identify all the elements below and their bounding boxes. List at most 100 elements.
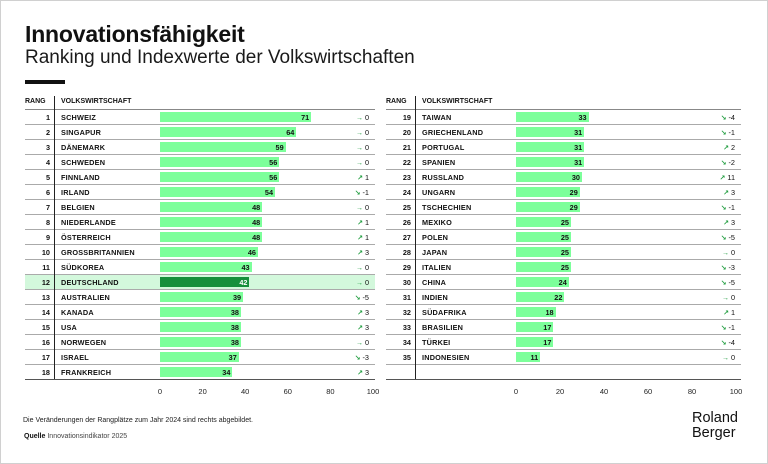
x-tick-label: 100 [729, 387, 743, 396]
rank-change: ↘ -1 [355, 188, 369, 197]
data-label: 17 [543, 338, 552, 347]
x-tick-label: 60 [283, 387, 292, 396]
rank-change: ↗ 3 [357, 323, 369, 332]
rank-cell: 11 [42, 263, 50, 272]
data-label: 11 [530, 353, 539, 362]
country-cell: GRIECHENLAND [422, 128, 484, 137]
arrow-up-right-icon: ↗ [723, 310, 729, 317]
data-label: 42 [239, 278, 248, 287]
bar [160, 262, 252, 272]
bar [160, 337, 241, 347]
x-tick-label: 100 [366, 387, 380, 396]
data-label: 25 [560, 263, 569, 272]
rank-change: ↗ 2 [723, 143, 735, 152]
country-cell: FRANKREICH [61, 368, 112, 377]
bar [160, 277, 250, 287]
rank-change-value: -5 [728, 233, 736, 242]
table-row: 27 POLEN 25 ↘ -5 [386, 230, 741, 245]
bar [160, 157, 280, 167]
rank-change: ↘ -1 [721, 203, 735, 212]
rank-change: ↗ 3 [357, 308, 369, 317]
x-tick-label: 80 [687, 387, 697, 396]
rank-change: → 0 [356, 278, 369, 287]
arrow-right-icon: → [355, 340, 363, 347]
data-label: 17 [543, 323, 552, 332]
source-line: Quelle Innovationsindikator 2025 [24, 433, 127, 440]
ranking-table-right: RANG VOLKSWIRTSCHAFT 19 TAIWAN 33 ↘ -4 20 GRIE… [386, 96, 742, 396]
rank-change-value: 0 [730, 293, 735, 302]
data-label: 39 [232, 293, 242, 302]
rank-change-value: 3 [364, 368, 369, 377]
arrow-up-right-icon: ↗ [357, 220, 363, 227]
rank-change: ↘ -5 [721, 233, 735, 242]
arrow-right-icon: → [355, 160, 363, 167]
country-cell: SÜDKOREA [61, 263, 105, 272]
rank-cell: 16 [41, 338, 50, 347]
table-row: 10 GROSSBRITANNIEN 46 ↗ 3 [25, 245, 375, 260]
rank-cell: 5 [45, 173, 50, 182]
data-label: 18 [545, 308, 554, 317]
logo-line-1: Roland [692, 410, 738, 426]
arrow-right-icon: → [355, 205, 363, 212]
country-cell: NIEDERLANDE [61, 218, 116, 227]
data-label: 31 [574, 143, 583, 152]
rank-cell: 35 [402, 353, 411, 362]
rank-cell: 4 [45, 158, 50, 167]
rank-change-value: 1 [364, 233, 369, 242]
rank-change-value: 0 [364, 263, 369, 272]
bar [516, 352, 541, 362]
rank-change-value: -4 [728, 113, 736, 122]
table-row: 12 DEUTSCHLAND 42 → 0 [25, 275, 375, 290]
country-cell: KANADA [61, 308, 94, 317]
rank-change: ↘ -2 [721, 158, 735, 167]
table-row: 17 ISRAEL 37 ↘ -3 [25, 350, 375, 365]
arrow-down-right-icon: ↘ [720, 205, 727, 212]
rank-change-value: 0 [730, 353, 735, 362]
rank-change: → 0 [356, 338, 369, 347]
country-cell: GROSSBRITANNIEN [61, 248, 135, 257]
rank-change: ↗ 3 [723, 218, 735, 227]
x-tick-label: 20 [198, 387, 207, 396]
rank-change: ↗ 1 [357, 233, 369, 242]
table-rows: 19 TAIWAN 33 ↘ -4 20 GRIECHENLAND 31 ↘ -1 21 PORTUG… [386, 110, 741, 380]
arrow-up-right-icon: ↗ [723, 145, 729, 152]
table-row: 13 AUSTRALIEN 39 ↘ -5 [25, 290, 375, 305]
table-row: 16 NORWEGEN 38 → 0 [25, 335, 375, 350]
country-cell: FINNLAND [61, 173, 100, 182]
x-axis-ticks: 0 20 40 60 80 100 [25, 387, 379, 399]
data-label: 64 [286, 128, 295, 137]
table-header: RANG VOLKSWIRTSCHAFT [25, 96, 375, 110]
data-label: 29 [569, 203, 578, 212]
country-cell: BRASILIEN [422, 323, 464, 332]
rank-cell: 32 [402, 308, 411, 317]
data-label: 29 [569, 188, 578, 197]
bar [516, 247, 571, 257]
rank-cell: 2 [45, 128, 50, 137]
table-row: 19 TAIWAN 33 ↘ -4 [386, 110, 741, 125]
x-tick-label: 40 [241, 387, 250, 396]
arrow-up-right-icon: ↗ [719, 175, 726, 182]
rank-change-value: -1 [728, 203, 736, 212]
data-label: 46 [247, 248, 256, 257]
table-row: 8 NIEDERLANDE 48 ↗ 1 [25, 215, 375, 230]
rank-change: → 0 [722, 248, 735, 257]
rank-cell: 24 [402, 188, 411, 197]
country-cell: PORTUGAL [422, 143, 465, 152]
arrow-up-right-icon: ↗ [357, 370, 363, 377]
arrow-right-icon: → [721, 355, 729, 362]
bar [516, 277, 569, 287]
source-text: Innovationsindikator 2025 [47, 433, 128, 440]
rank-change-value: 3 [730, 218, 735, 227]
bar [160, 232, 263, 242]
data-label: 48 [252, 218, 261, 227]
x-tick-label: 60 [643, 387, 653, 396]
rank-cell: 15 [41, 323, 50, 332]
arrow-down-right-icon: ↘ [720, 235, 727, 242]
rank-change-value: -4 [728, 338, 736, 347]
country-cell: INDONESIEN [422, 353, 470, 362]
rank-change: ↗ 1 [723, 308, 735, 317]
rank-change: ↘ -4 [721, 338, 735, 347]
data-label: 43 [241, 263, 250, 272]
country-cell: RUSSLAND [422, 173, 465, 182]
bar [516, 217, 571, 227]
